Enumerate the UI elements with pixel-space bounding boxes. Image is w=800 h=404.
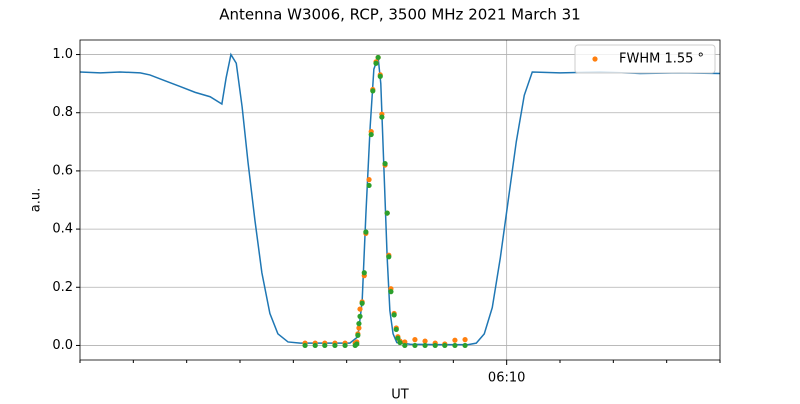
point (395, 335, 401, 341)
x-axis-label: UT (391, 388, 409, 401)
point (357, 313, 363, 319)
point (361, 270, 367, 276)
point (393, 326, 399, 333)
legend-label: FWHM 1.55 ° (619, 52, 704, 67)
point (386, 254, 392, 260)
point (412, 342, 418, 349)
point (452, 342, 458, 349)
point (422, 342, 428, 349)
point (370, 88, 376, 94)
point (442, 342, 448, 349)
point (332, 342, 338, 349)
point (379, 114, 385, 120)
point (462, 337, 468, 343)
y-tick-label: 0.6 (52, 163, 73, 178)
x-tick-label: 06:10 (488, 371, 525, 386)
legend-box (574, 44, 716, 74)
point (363, 229, 369, 235)
point (356, 325, 362, 331)
chart-title: Antenna W3006, RCP, 3500 MHz 2021 March … (219, 6, 580, 24)
y-tick-label: 0.2 (52, 280, 73, 295)
point (384, 210, 390, 216)
point (432, 342, 438, 349)
y-tick-label: 0.0 (52, 338, 73, 353)
point (377, 73, 383, 79)
point (322, 342, 328, 349)
point (357, 306, 363, 312)
point (342, 342, 348, 349)
plot-frame (79, 39, 721, 361)
point (412, 337, 418, 343)
point (382, 161, 388, 167)
point (397, 339, 403, 346)
legend-marker (592, 56, 598, 62)
y-axis-label: a.u. (29, 188, 44, 212)
point (354, 341, 360, 347)
point (373, 60, 379, 66)
point (388, 289, 394, 295)
point (452, 337, 458, 343)
point (422, 338, 428, 344)
y-tick-label: 0.4 (52, 222, 73, 237)
point (356, 321, 362, 327)
point (366, 177, 372, 183)
point (359, 300, 365, 306)
point (302, 342, 308, 349)
y-tick-label: 0.8 (52, 105, 73, 120)
point (312, 342, 318, 349)
point (368, 131, 374, 138)
point (462, 342, 468, 349)
point (366, 182, 372, 189)
point (355, 332, 361, 338)
point (375, 54, 381, 61)
y-tick-label: 1.0 (52, 47, 73, 62)
line (79, 52, 721, 346)
point (391, 312, 397, 318)
point (402, 342, 408, 349)
